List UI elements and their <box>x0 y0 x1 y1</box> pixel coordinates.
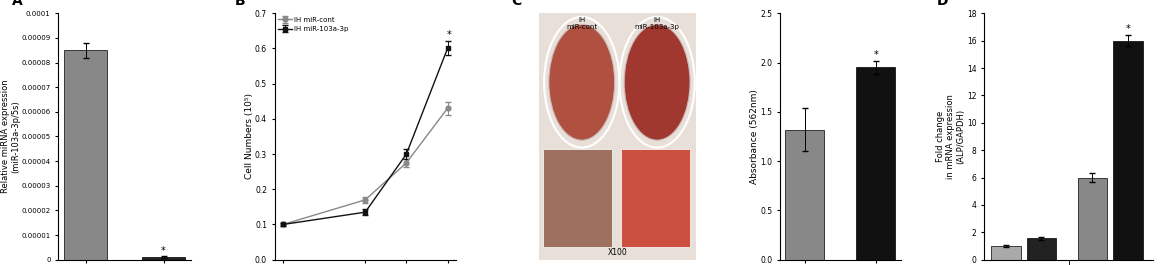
Ellipse shape <box>549 24 615 140</box>
Text: B: B <box>235 0 246 7</box>
Bar <box>64 50 107 260</box>
Bar <box>1113 41 1143 260</box>
Bar <box>543 149 612 248</box>
Y-axis label: Fold change
in mRNA expression
(ALP/GAPDH): Fold change in mRNA expression (ALP/GAPD… <box>935 94 966 179</box>
Y-axis label: Cell Numbers (10⁵): Cell Numbers (10⁵) <box>245 94 254 179</box>
Text: A: A <box>12 0 22 7</box>
Bar <box>621 149 690 248</box>
Bar <box>142 257 185 260</box>
Legend: IH miR-cont, IH miR-103a-3p: IH miR-cont, IH miR-103a-3p <box>278 17 348 32</box>
Bar <box>856 68 895 260</box>
Ellipse shape <box>624 24 690 140</box>
Bar <box>991 246 1021 260</box>
Text: *: * <box>161 246 165 256</box>
Text: *: * <box>447 30 452 40</box>
Y-axis label: Absorbance (562nm): Absorbance (562nm) <box>750 89 758 184</box>
Text: *: * <box>874 50 878 60</box>
Text: *: * <box>1125 24 1130 34</box>
Y-axis label: Relative miRNA expression
(miR-103a-3p/5s): Relative miRNA expression (miR-103a-3p/5… <box>0 80 20 193</box>
Text: C: C <box>511 0 522 7</box>
Text: D: D <box>937 0 948 7</box>
Text: IH
miR-cont: IH miR-cont <box>566 17 598 30</box>
Text: IH
miR-103a-3p: IH miR-103a-3p <box>635 17 679 30</box>
Bar <box>1026 238 1057 260</box>
Bar <box>785 130 825 260</box>
Text: X100: X100 <box>608 248 628 257</box>
Bar <box>1078 178 1107 260</box>
